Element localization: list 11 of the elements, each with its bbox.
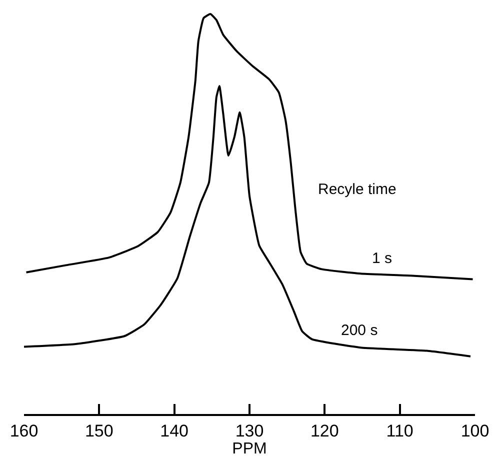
x-tick-label: 150: [84, 421, 114, 440]
x-tick-label: 100: [460, 421, 490, 440]
x-tick-label: 160: [10, 421, 38, 440]
x-axis-title: PPM: [232, 440, 267, 458]
x-tick-label: 130: [235, 421, 264, 440]
x-tick-label: 120: [310, 421, 339, 440]
x-tick-label: 140: [160, 421, 189, 440]
x-tick-label: 110: [386, 421, 414, 440]
legend-title: Recyle time: [318, 181, 396, 198]
series-label: 1 s: [372, 250, 392, 267]
series-label: 200 s: [341, 322, 378, 339]
